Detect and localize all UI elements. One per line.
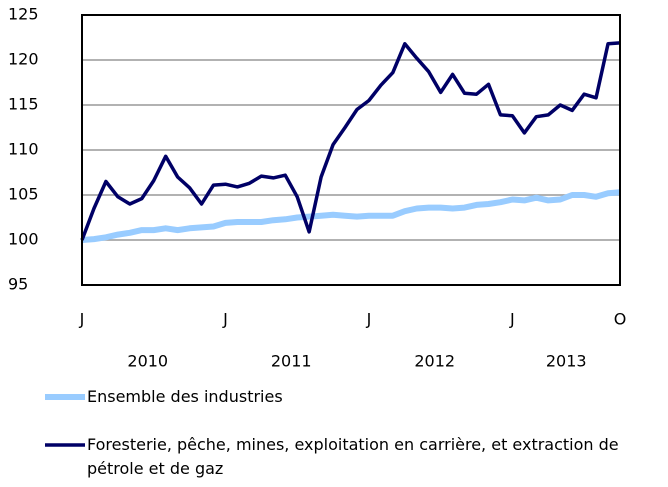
y-tick-label: 95 xyxy=(8,275,28,294)
legend-label: Foresterie, pêche, mines, exploitation e… xyxy=(87,435,619,478)
x-tick-label: J xyxy=(509,310,515,329)
year-label: 2013 xyxy=(546,352,587,371)
y-tick-label: 100 xyxy=(8,230,39,249)
y-tick-label: 105 xyxy=(8,185,39,204)
x-tick-label: J xyxy=(222,310,228,329)
y-tick-label: 115 xyxy=(8,95,39,114)
x-tick-label: J xyxy=(366,310,372,329)
plot-border xyxy=(81,14,621,286)
legend-label: Ensemble des industries xyxy=(87,387,283,406)
x-tick-label: J xyxy=(79,310,85,329)
x-tick-label: O xyxy=(614,310,627,329)
year-label: 2010 xyxy=(127,352,168,371)
series-line xyxy=(80,41,621,241)
y-tick-label: 110 xyxy=(8,140,39,159)
series-line xyxy=(81,189,621,243)
y-tick-label: 125 xyxy=(8,5,39,24)
y-tick-label: 120 xyxy=(8,50,39,69)
year-label: 2012 xyxy=(414,352,455,371)
year-label: 2011 xyxy=(271,352,312,371)
